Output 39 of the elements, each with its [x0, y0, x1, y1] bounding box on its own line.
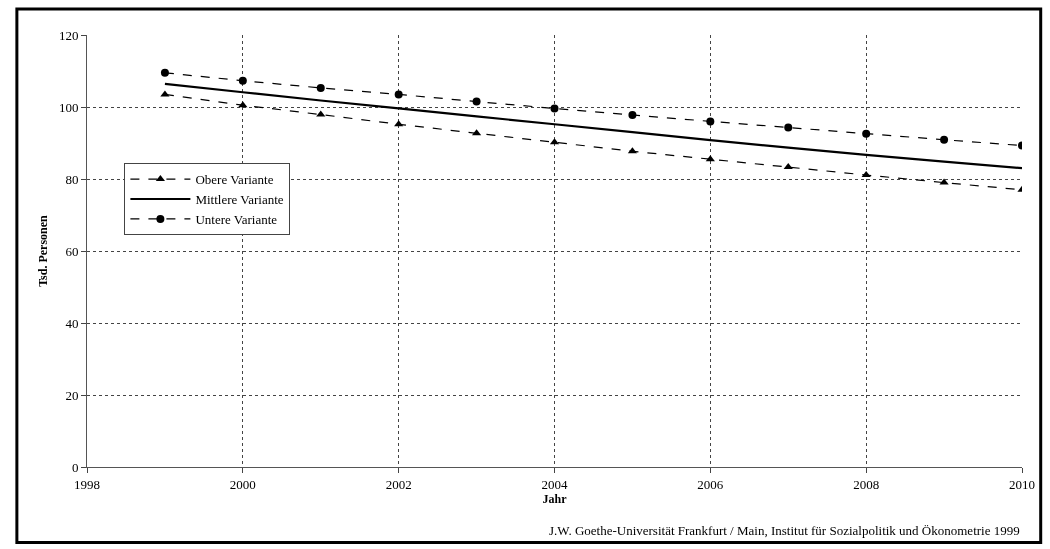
point: [472, 97, 481, 106]
legend-label: Untere Variante: [195, 211, 278, 227]
point: [861, 171, 871, 178]
x-tick-label: 1998: [74, 476, 100, 492]
point: [939, 178, 949, 185]
y-tick-label: 40: [65, 315, 79, 331]
y-tick-label: 60: [65, 243, 79, 259]
text: J.W. Goethe-Universität Frankfurt / Main, Institut für Sozialpolitik und Ökonometrie 1999: [549, 523, 1020, 538]
y-tick-label: 120: [58, 27, 79, 43]
point: [940, 135, 949, 144]
point: [394, 90, 403, 99]
point: [238, 76, 247, 85]
y-axis-title: Tsd. Personen: [36, 214, 51, 287]
y-tick-label: 80: [65, 171, 79, 187]
y-tick-label: 20: [65, 387, 79, 403]
x-tick-label: 2008: [853, 476, 880, 492]
x-tick-label: 2002: [385, 476, 412, 492]
x-tick-label: 2010: [1009, 476, 1035, 492]
x-axis-title: Jahr: [542, 492, 568, 507]
point: [705, 155, 715, 162]
point: [862, 129, 871, 138]
legend-label: Mittlere Variante: [195, 192, 284, 208]
point: [238, 101, 248, 108]
point: [784, 123, 793, 132]
point: [628, 110, 637, 119]
x-tick-label: 2006: [697, 476, 724, 492]
x-tick-label: 2004: [541, 476, 568, 492]
y-tick-label: 0: [71, 459, 79, 475]
point: [316, 110, 326, 117]
point: [394, 120, 404, 127]
x-tick-label: 2000: [229, 476, 256, 492]
legend-label: Obere Variante: [195, 172, 274, 188]
point: [160, 68, 169, 77]
point: [316, 83, 325, 92]
point: [706, 117, 715, 126]
y-tick-label: 100: [58, 99, 79, 115]
point: [550, 104, 559, 113]
point: [783, 163, 793, 170]
line-series: [163, 82, 1022, 170]
